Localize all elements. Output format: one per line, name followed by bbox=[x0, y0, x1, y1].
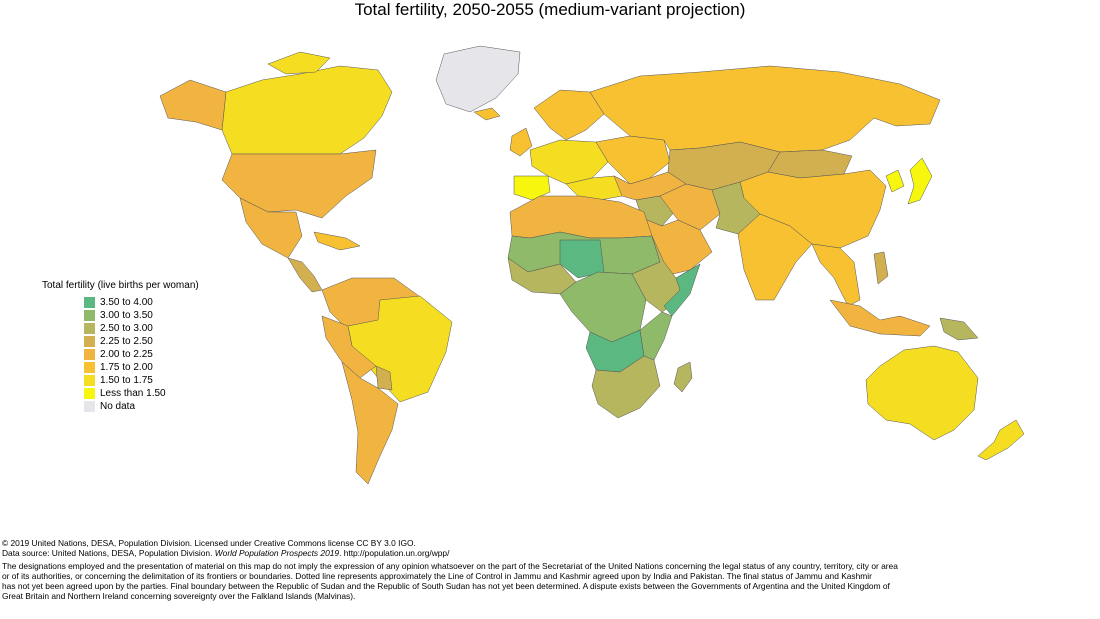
region-papua-new-guinea bbox=[939, 317, 979, 341]
region-mongolia bbox=[767, 149, 853, 179]
footer: © 2019 United Nations, DESA, Population … bbox=[2, 538, 1042, 601]
region-canada bbox=[221, 65, 393, 155]
map-title: Total fertility, 2050-2055 (medium-varia… bbox=[354, 0, 746, 19]
region-indonesia bbox=[829, 299, 931, 337]
data-source: Data source: United Nations, DESA, Popul… bbox=[2, 548, 1042, 558]
legend-item: 1.50 to 1.75 bbox=[84, 374, 199, 387]
data-source-suffix: . http://population.un.org/wpp/ bbox=[339, 548, 450, 558]
legend-swatch bbox=[84, 310, 95, 321]
region-scandinavia bbox=[533, 89, 605, 141]
legend-label: 3.50 to 4.00 bbox=[100, 297, 153, 308]
disclaimer-line: The designations employed and the presen… bbox=[2, 561, 898, 571]
legend-swatch bbox=[84, 297, 95, 308]
region-mexico bbox=[239, 197, 303, 259]
disclaimer-line: or of its authorities, or concerning the… bbox=[2, 571, 872, 581]
legend-swatch bbox=[84, 336, 95, 347]
region-paraguay bbox=[375, 365, 393, 391]
legend-item: 3.50 to 4.00 bbox=[84, 296, 199, 309]
legend-swatch bbox=[84, 362, 95, 373]
copyright-notice: © 2019 United Nations, DESA, Population … bbox=[2, 538, 416, 548]
region-usa bbox=[221, 149, 377, 219]
region-alaska bbox=[159, 79, 227, 131]
world-map bbox=[159, 45, 1025, 485]
region-argentina-chile bbox=[341, 361, 399, 485]
legend-item: 3.00 to 3.50 bbox=[84, 309, 199, 322]
region-korea-japan bbox=[885, 157, 933, 205]
region-central-africa bbox=[559, 271, 647, 343]
region-central-america bbox=[287, 257, 323, 293]
region-australia bbox=[865, 345, 979, 441]
region-uk-ireland bbox=[509, 127, 533, 157]
legend-swatch bbox=[84, 323, 95, 334]
data-source-title: World Population Prospects 2019 bbox=[214, 548, 340, 558]
legend-label: 1.50 to 1.75 bbox=[100, 375, 153, 386]
region-southeast-asia bbox=[811, 243, 861, 307]
legend-label: 2.00 to 2.25 bbox=[100, 349, 153, 360]
legend-label: Less than 1.50 bbox=[100, 388, 166, 399]
legend-title: Total fertility (live births per woman) bbox=[42, 280, 199, 291]
legend-item: 2.00 to 2.25 bbox=[84, 348, 199, 361]
region-brazil bbox=[347, 295, 453, 403]
region-north-africa bbox=[509, 195, 653, 239]
region-new-zealand bbox=[977, 419, 1025, 461]
legend-swatch bbox=[84, 401, 95, 412]
region-east-africa bbox=[639, 311, 673, 361]
legend-label: No data bbox=[100, 401, 136, 412]
legend-item: 1.75 to 2.00 bbox=[84, 361, 199, 374]
region-caribbean bbox=[313, 231, 361, 251]
region-russia bbox=[589, 65, 941, 153]
region-philippines bbox=[873, 251, 889, 285]
legend: Total fertility (live births per woman) … bbox=[42, 279, 199, 413]
region-india bbox=[737, 213, 813, 301]
disclaimer-line: Great Britain and Northern Ireland conce… bbox=[2, 591, 356, 601]
legend-label: 3.00 to 3.50 bbox=[100, 310, 153, 321]
data-source-prefix: Data source: United Nations, DESA, Popul… bbox=[2, 548, 215, 558]
region-peru-bolivia bbox=[321, 315, 377, 379]
region-greenland bbox=[435, 45, 521, 113]
region-southern-africa bbox=[591, 355, 661, 419]
legend-item: 2.25 to 2.50 bbox=[84, 335, 199, 348]
legend-label: 2.25 to 2.50 bbox=[100, 336, 153, 347]
legend-item: Less than 1.50 bbox=[84, 387, 199, 400]
legend-item: No data bbox=[84, 400, 199, 413]
legend-swatch bbox=[84, 375, 95, 386]
disclaimer-line: has not yet been agreed upon by the part… bbox=[2, 581, 890, 591]
legend-item: 2.50 to 3.00 bbox=[84, 322, 199, 335]
legend-swatch bbox=[84, 388, 95, 399]
legend-swatch bbox=[84, 349, 95, 360]
region-iceland bbox=[473, 107, 501, 121]
region-arctic-islands bbox=[267, 51, 331, 75]
legend-label: 1.75 to 2.00 bbox=[100, 362, 153, 373]
legend-label: 2.50 to 3.00 bbox=[100, 323, 153, 334]
region-madagascar bbox=[673, 361, 693, 393]
